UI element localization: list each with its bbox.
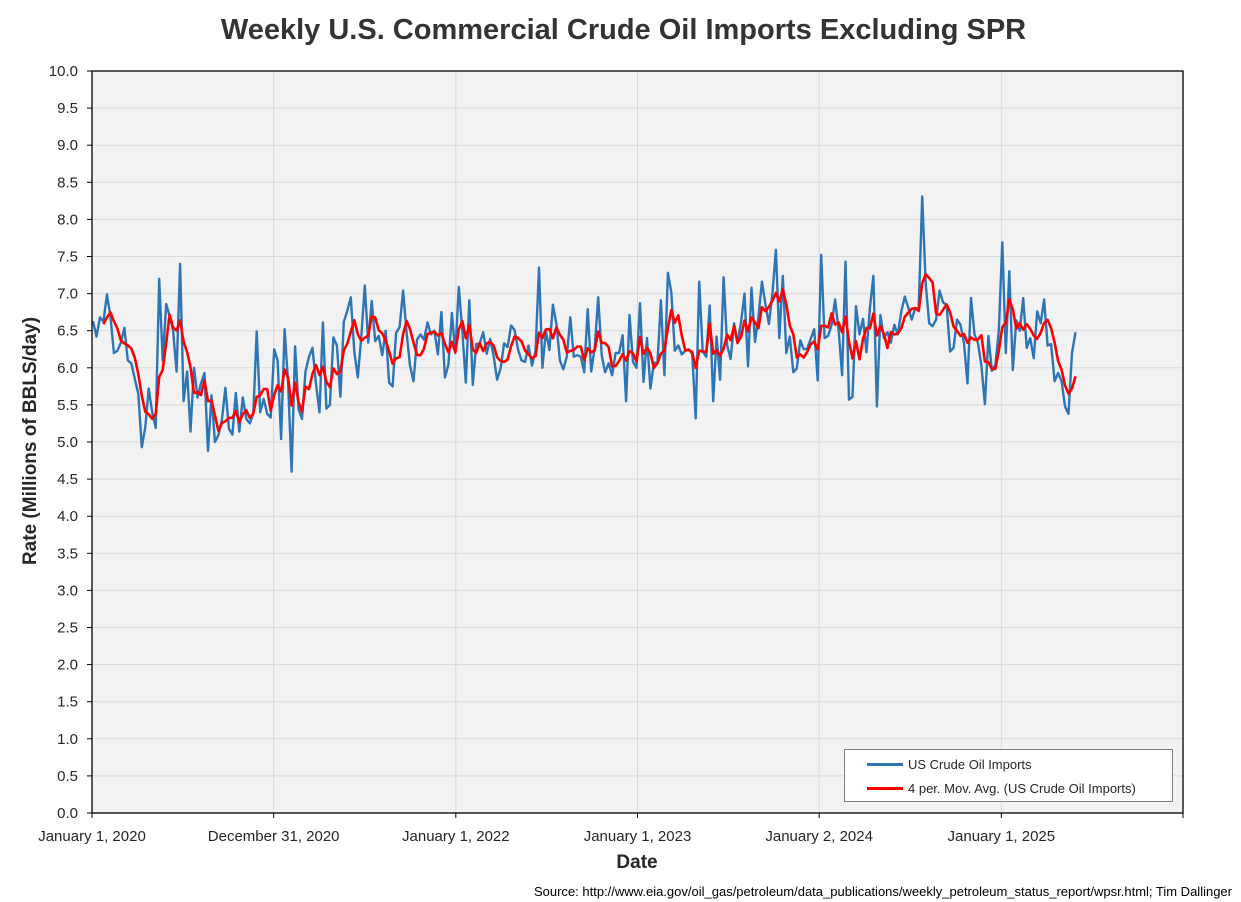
chart-legend: US Crude Oil Imports 4 per. Mov. Avg. (U… bbox=[844, 749, 1173, 802]
series-lines bbox=[91, 195, 1077, 473]
legend-label-moving-average: 4 per. Mov. Avg. (US Crude Oil Imports) bbox=[908, 780, 1136, 796]
y-tick-label: 6.5 bbox=[57, 323, 78, 340]
legend-swatch-moving-average bbox=[867, 786, 903, 790]
y-tick-label: 7.5 bbox=[57, 249, 78, 266]
y-axis-ticks: 0.0 0.5 1.0 1.5 2.0 2.5 3.0 3.5 4.0 4.5 5.0 5.5 6.0 6… bbox=[49, 63, 92, 822]
legend-swatch-imports bbox=[867, 762, 903, 766]
legend-label-imports: US Crude Oil Imports bbox=[908, 756, 1032, 772]
series-line-moving-average bbox=[102, 272, 1077, 433]
y-tick-label: 4.5 bbox=[57, 471, 78, 488]
y-tick-label: 6.0 bbox=[57, 360, 78, 377]
y-tick-label: 4.0 bbox=[57, 508, 78, 525]
y-tick-label: 7.0 bbox=[57, 286, 78, 303]
y-tick-label: 0.5 bbox=[57, 768, 78, 785]
x-axis-label: Date bbox=[616, 852, 658, 873]
x-axis-ticks: January 1, 2020 December 31, 2020 January … bbox=[38, 813, 1184, 845]
y-tick-label: 1.5 bbox=[57, 694, 78, 711]
x-tick-label: January 1, 2023 bbox=[584, 828, 692, 845]
y-tick-label: 9.5 bbox=[57, 100, 78, 117]
x-tick-label: January 2, 2024 bbox=[765, 828, 873, 845]
gridlines bbox=[92, 71, 1183, 813]
legend-item-imports: US Crude Oil Imports bbox=[845, 754, 1032, 774]
y-tick-label: 1.0 bbox=[57, 731, 78, 748]
legend-item-moving-average: 4 per. Mov. Avg. (US Crude Oil Imports) bbox=[845, 778, 1136, 798]
y-tick-label: 3.0 bbox=[57, 582, 78, 599]
y-tick-label: 5.0 bbox=[57, 434, 78, 451]
y-tick-label: 0.0 bbox=[57, 805, 78, 822]
chart-title: Weekly U.S. Commercial Crude Oil Imports… bbox=[220, 14, 1027, 46]
y-tick-label: 5.5 bbox=[57, 397, 78, 414]
y-tick-label: 8.5 bbox=[57, 174, 78, 191]
x-tick-label: December 31, 2020 bbox=[208, 828, 340, 845]
y-tick-label: 9.0 bbox=[57, 137, 78, 154]
x-tick-label: January 1, 2020 bbox=[38, 828, 146, 845]
x-tick-label: January 1, 2022 bbox=[402, 828, 510, 845]
y-tick-label: 3.5 bbox=[57, 545, 78, 562]
y-tick-label: 10.0 bbox=[49, 63, 78, 80]
series-line-imports bbox=[91, 195, 1077, 473]
source-note: Source: http://www.eia.gov/oil_gas/petro… bbox=[533, 884, 1232, 899]
y-tick-label: 2.0 bbox=[57, 657, 78, 674]
y-tick-label: 8.0 bbox=[57, 211, 78, 228]
y-tick-label: 2.5 bbox=[57, 620, 78, 637]
plot-border bbox=[91, 70, 1184, 814]
x-tick-label: January 1, 2025 bbox=[948, 828, 1056, 845]
